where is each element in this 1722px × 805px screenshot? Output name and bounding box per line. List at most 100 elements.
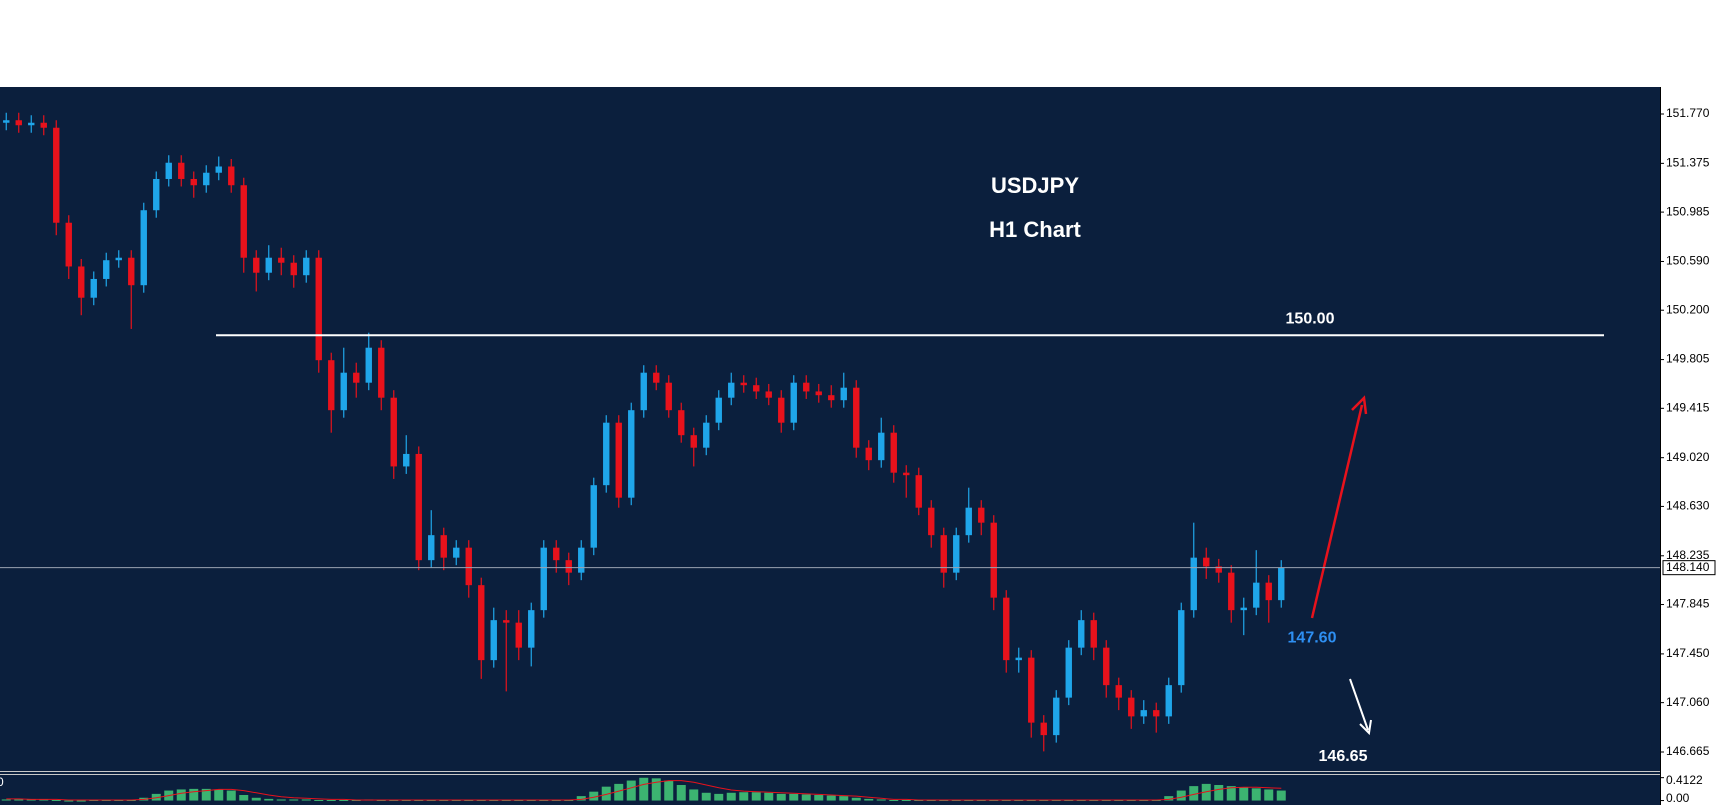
candle-body [240, 185, 247, 258]
indicator-bar [39, 799, 49, 801]
indicator-bar [826, 795, 836, 801]
indicator-bar [26, 799, 36, 801]
candle-body [403, 453, 410, 467]
candle-body [340, 372, 347, 411]
candle-body [1140, 710, 1147, 717]
candle-body [1040, 722, 1047, 736]
indicator-bar [301, 799, 311, 801]
indicator-bar [239, 795, 249, 801]
indicator-tick-label: 0.4122 [1666, 773, 1703, 787]
candle-body [453, 547, 460, 558]
y-tick-label: 148.630 [1666, 499, 1710, 513]
candle-body [528, 610, 535, 648]
candle-body [390, 397, 397, 467]
indicator-tick-label: 0.00 [1666, 791, 1690, 805]
indicator-bar [851, 797, 861, 801]
candle-body [1015, 657, 1022, 661]
candle-body [890, 432, 897, 473]
indicator-bar [326, 800, 336, 801]
y-tick-label: 147.060 [1666, 695, 1710, 709]
candle-body [428, 535, 435, 561]
y-tick-label: 149.805 [1666, 352, 1710, 366]
candle-body [78, 266, 85, 298]
candle-body [653, 372, 660, 383]
candle-body [203, 172, 210, 186]
candle-body [1065, 647, 1072, 698]
y-tick-label: 151.770 [1666, 106, 1710, 120]
candle-body [628, 410, 635, 498]
indicator-bar [1214, 785, 1224, 801]
y-tick-label: 150.985 [1666, 204, 1710, 218]
y-tick-label: 150.590 [1666, 254, 1710, 268]
indicator-bar [651, 778, 661, 801]
indicator-bar [876, 799, 886, 801]
indicator-bar [1276, 790, 1286, 801]
plot-background [0, 87, 1660, 805]
candle-body [1078, 620, 1085, 648]
indicator-bar [839, 796, 849, 801]
candle-body [1265, 582, 1272, 601]
candle-body [315, 257, 322, 361]
candle-body [778, 397, 785, 423]
indicator-bar [201, 788, 211, 801]
candle-body [1278, 567, 1285, 601]
indicator-bar [614, 783, 624, 801]
candle-body [740, 382, 747, 386]
candle-body [553, 547, 560, 561]
indicator-bar [176, 789, 186, 801]
candle-body [15, 120, 22, 126]
indicator-bar [76, 800, 86, 802]
candle-body [415, 453, 422, 561]
indicator-bar [639, 777, 649, 801]
candle-body [115, 257, 122, 261]
indicator-bar [189, 788, 199, 801]
level-label: 150.00 [1286, 310, 1335, 327]
candle-body [865, 447, 872, 461]
candle-body [1053, 697, 1060, 736]
candle-body [928, 507, 935, 536]
candle-body [1090, 620, 1097, 648]
candle-body [365, 347, 372, 383]
candle-body [440, 535, 447, 558]
candle-body [903, 472, 910, 476]
down-arrow [1349, 678, 1369, 731]
candle-body [90, 278, 97, 298]
candle-body [165, 162, 172, 179]
candle-body [1190, 557, 1197, 611]
indicator-bar [901, 800, 911, 801]
y-tick-label: 150.200 [1666, 302, 1710, 316]
candle-body [953, 535, 960, 573]
indicator-bar [776, 793, 786, 801]
chart-title: USDJPY [991, 173, 1079, 198]
candle-body [665, 382, 672, 411]
candle-body [940, 535, 947, 573]
indicator-bar [51, 800, 61, 801]
indicator-bar [739, 792, 749, 801]
y-tick-label: 151.375 [1666, 156, 1710, 170]
candle-body [765, 391, 772, 398]
indicator-edge-label: 0 [0, 775, 4, 789]
candle-body [378, 347, 385, 398]
current-price-box [1662, 560, 1716, 576]
indicator-bar [689, 789, 699, 801]
candle-body [153, 178, 160, 211]
up-arrow [1310, 404, 1364, 619]
indicator-bar [1251, 788, 1261, 801]
candle-body [1003, 597, 1010, 661]
indicator-bar [276, 799, 286, 801]
indicator-bar [714, 793, 724, 801]
indicator-bar [1239, 787, 1249, 801]
candle-body [28, 122, 35, 126]
candle-body [353, 372, 360, 383]
candle-body [478, 585, 485, 661]
candle-body [915, 475, 922, 508]
indicator-bar [226, 790, 236, 801]
indicator-bar [1264, 789, 1274, 801]
candle-body [1203, 557, 1210, 567]
indicator-bar [889, 800, 899, 801]
candle-body [728, 382, 735, 398]
candle-body [578, 547, 585, 573]
indicator-bar [664, 780, 674, 801]
